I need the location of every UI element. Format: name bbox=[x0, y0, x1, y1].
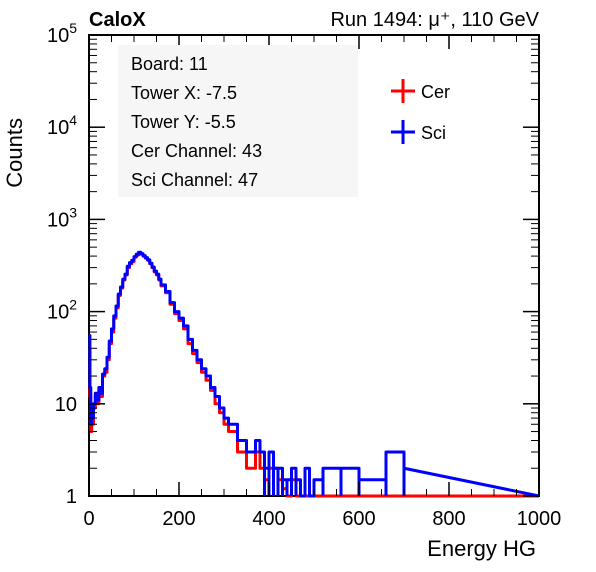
x-tick-label: 600 bbox=[342, 508, 375, 530]
y-tick-label: 103 bbox=[47, 204, 77, 231]
legend-label-sci: Sci bbox=[421, 123, 446, 143]
legend-marker-cer bbox=[391, 79, 415, 103]
series-line-sci bbox=[88, 250, 540, 498]
info-board: Board: 11 bbox=[131, 54, 208, 74]
info-cer-channel: Cer Channel: 43 bbox=[131, 141, 262, 161]
legend-label-cer: Cer bbox=[421, 82, 450, 102]
y-tick-label: 10 bbox=[55, 394, 77, 416]
y-tick-label: 104 bbox=[47, 112, 77, 139]
info-tower-x: Tower X: -7.5 bbox=[131, 83, 237, 103]
y-axis: 1 10 102 103 104 105 bbox=[47, 20, 539, 508]
x-tick-label: 0 bbox=[83, 508, 94, 530]
legend-marker-sci bbox=[391, 120, 415, 144]
info-tower-y: Tower Y: -5.5 bbox=[131, 112, 236, 132]
y-tick-label: 105 bbox=[47, 20, 77, 47]
info-box-background bbox=[118, 45, 358, 197]
info-sci-channel: Sci Channel: 47 bbox=[131, 170, 258, 190]
x-tick-label: 200 bbox=[162, 508, 195, 530]
y-tick-label: 1 bbox=[66, 486, 77, 508]
legend: Cer Sci bbox=[391, 79, 450, 144]
x-tick-label: 1000 bbox=[517, 508, 562, 530]
y-axis-title: Counts bbox=[2, 118, 27, 188]
series-layer bbox=[88, 250, 540, 498]
series-line-cer bbox=[88, 251, 539, 498]
x-tick-label: 800 bbox=[432, 508, 465, 530]
x-axis: 0 200 400 600 800 1000 bbox=[83, 35, 561, 530]
chart-title-left: CaloX bbox=[89, 9, 146, 31]
chart-title-right: Run 1494: μ⁺, 110 GeV bbox=[330, 9, 539, 31]
x-axis-title: Energy HG bbox=[427, 536, 536, 561]
info-box: Board: 11 Tower X: -7.5 Tower Y: -5.5 Ce… bbox=[118, 45, 358, 197]
y-tick-label: 102 bbox=[47, 297, 77, 324]
x-tick-label: 400 bbox=[252, 508, 285, 530]
